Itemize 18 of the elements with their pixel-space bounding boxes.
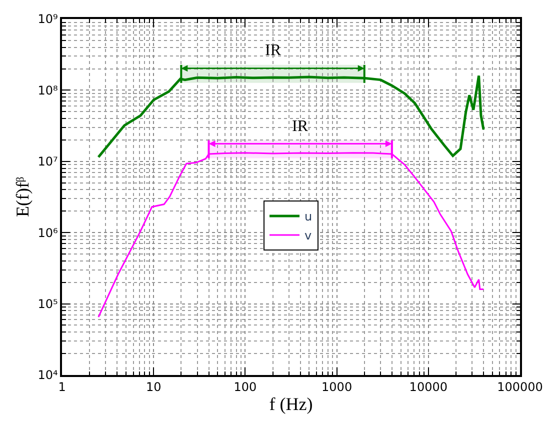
x-tick-label: 100 <box>234 380 257 394</box>
y-tick-label: 10⁸ <box>38 83 58 98</box>
legend-label: u <box>304 210 312 224</box>
legend-label: v <box>304 228 312 243</box>
y-tick-label: 10⁹ <box>38 12 58 26</box>
y-tick-label: 10⁶ <box>38 226 58 240</box>
x-tick-label: 1 <box>58 380 66 394</box>
x-axis-title: f (Hz) <box>269 394 313 414</box>
y-axis-title: E(f)fᵝ <box>12 176 32 218</box>
y-tick-label: 10⁴ <box>38 368 58 382</box>
x-tick-label: 1000 <box>322 380 352 394</box>
x-tick-label: 100000 <box>497 380 543 394</box>
band-label: IR <box>292 118 308 135</box>
y-tick-label: 10⁷ <box>38 154 58 169</box>
x-tick-label: 10000 <box>409 380 448 394</box>
x-tick-label: 10 <box>146 380 162 394</box>
band-label: IR <box>265 42 282 59</box>
y-tick-label: 10⁵ <box>38 297 58 311</box>
